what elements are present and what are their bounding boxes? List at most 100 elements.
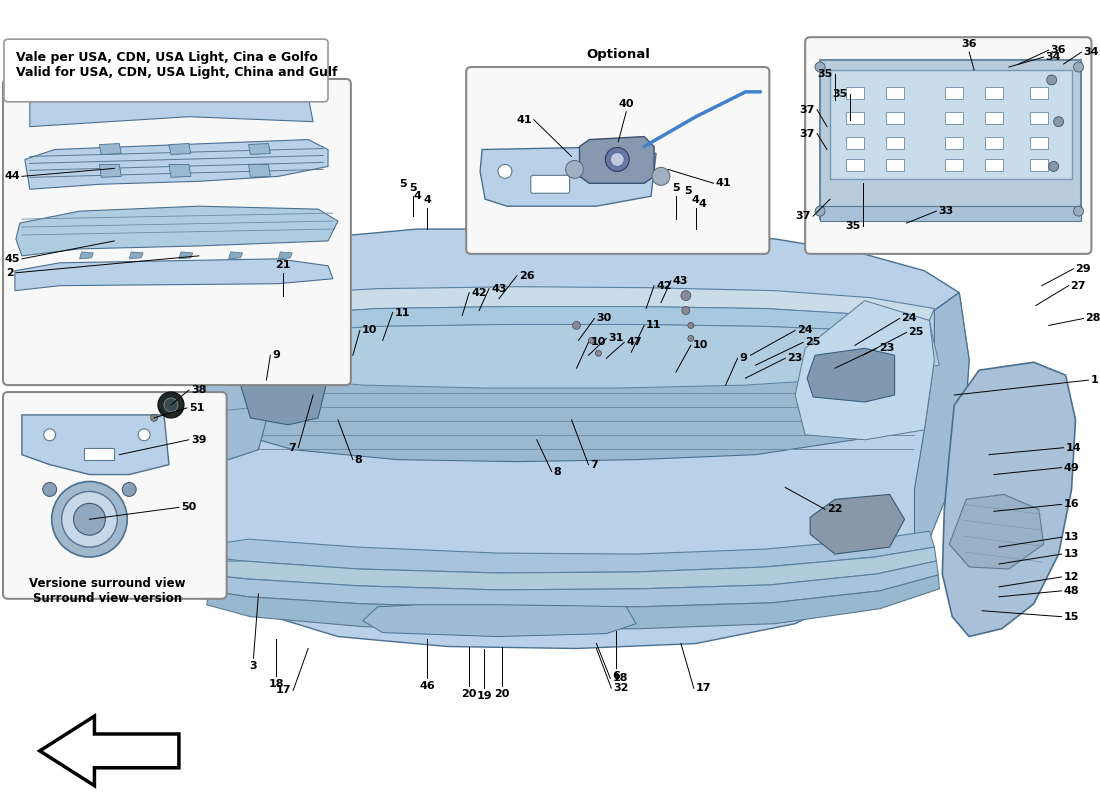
Circle shape xyxy=(610,153,624,166)
Text: 25: 25 xyxy=(805,338,821,347)
Text: 6: 6 xyxy=(613,671,620,682)
Polygon shape xyxy=(25,139,328,190)
FancyBboxPatch shape xyxy=(3,79,351,385)
Text: 43: 43 xyxy=(491,284,506,294)
Text: Optional: Optional xyxy=(586,48,650,61)
Circle shape xyxy=(572,322,581,330)
Text: 9: 9 xyxy=(273,350,280,360)
Text: 5: 5 xyxy=(672,183,680,194)
Text: 5: 5 xyxy=(399,179,406,190)
Text: 38: 38 xyxy=(190,385,206,395)
FancyBboxPatch shape xyxy=(4,39,328,102)
Circle shape xyxy=(815,206,825,216)
Circle shape xyxy=(62,491,118,547)
Polygon shape xyxy=(179,252,192,259)
Polygon shape xyxy=(169,143,190,154)
Polygon shape xyxy=(810,494,904,554)
Polygon shape xyxy=(209,229,959,318)
Polygon shape xyxy=(15,206,338,256)
Circle shape xyxy=(1074,62,1084,72)
Polygon shape xyxy=(199,89,217,99)
Bar xyxy=(886,87,903,99)
Text: 21: 21 xyxy=(275,260,292,270)
Circle shape xyxy=(299,272,307,280)
Text: 44: 44 xyxy=(4,171,20,182)
Polygon shape xyxy=(243,306,933,338)
Text: 20: 20 xyxy=(462,690,477,699)
Text: 23: 23 xyxy=(879,343,894,354)
Circle shape xyxy=(74,503,106,535)
Bar xyxy=(886,137,903,149)
Text: 40: 40 xyxy=(618,98,634,109)
Polygon shape xyxy=(236,325,939,388)
Text: 35: 35 xyxy=(833,89,848,99)
Polygon shape xyxy=(821,60,1081,219)
Text: Vale per USA, CDN, USA Light, Cina e Golfo
Valid for USA, CDN, USA Light, China : Vale per USA, CDN, USA Light, Cina e Gol… xyxy=(15,51,338,79)
Circle shape xyxy=(1074,206,1084,216)
Polygon shape xyxy=(169,165,190,178)
Circle shape xyxy=(164,398,178,412)
Text: 24: 24 xyxy=(798,326,813,335)
Text: 49: 49 xyxy=(1064,462,1079,473)
Bar xyxy=(886,112,903,124)
Polygon shape xyxy=(79,252,94,259)
Bar xyxy=(1030,112,1047,124)
Bar xyxy=(846,159,864,171)
Bar xyxy=(886,159,903,171)
Text: 8: 8 xyxy=(355,454,363,465)
Text: 41: 41 xyxy=(716,178,732,188)
Polygon shape xyxy=(40,716,179,786)
Polygon shape xyxy=(160,89,177,99)
Text: 17: 17 xyxy=(276,686,292,695)
Circle shape xyxy=(595,350,602,356)
Circle shape xyxy=(1048,162,1058,171)
Text: 4: 4 xyxy=(692,195,700,205)
Bar xyxy=(85,448,114,460)
Text: 37: 37 xyxy=(800,105,815,114)
Text: 31: 31 xyxy=(608,334,624,343)
Text: 36: 36 xyxy=(961,39,977,49)
Polygon shape xyxy=(211,531,934,573)
Text: 47: 47 xyxy=(626,338,642,347)
Text: 3: 3 xyxy=(250,662,257,671)
Text: 39: 39 xyxy=(190,434,207,445)
Bar xyxy=(945,87,964,99)
Text: 22: 22 xyxy=(827,504,843,514)
Polygon shape xyxy=(249,165,271,178)
Text: 34: 34 xyxy=(1084,47,1099,57)
Text: 11: 11 xyxy=(646,321,661,330)
Text: 34: 34 xyxy=(1046,52,1062,62)
Bar xyxy=(945,112,964,124)
Text: 32: 32 xyxy=(614,683,629,694)
Polygon shape xyxy=(209,547,936,590)
Circle shape xyxy=(498,165,512,178)
Text: 7: 7 xyxy=(591,460,598,470)
Text: 8: 8 xyxy=(553,466,561,477)
Circle shape xyxy=(44,429,56,441)
Bar xyxy=(986,137,1003,149)
Polygon shape xyxy=(914,293,969,544)
Text: 15: 15 xyxy=(1064,612,1079,622)
Polygon shape xyxy=(209,561,938,608)
Circle shape xyxy=(43,482,57,497)
Circle shape xyxy=(122,482,136,497)
Text: 23: 23 xyxy=(788,354,803,363)
Text: 33: 33 xyxy=(938,206,954,216)
Polygon shape xyxy=(943,362,1076,637)
Polygon shape xyxy=(278,252,293,259)
Polygon shape xyxy=(99,165,121,178)
Text: 18: 18 xyxy=(613,674,628,683)
Text: 11: 11 xyxy=(395,307,410,318)
Text: 37: 37 xyxy=(800,129,815,138)
Bar xyxy=(846,87,864,99)
Text: 18: 18 xyxy=(268,679,284,690)
Bar xyxy=(1030,137,1047,149)
Text: 12: 12 xyxy=(1064,572,1079,582)
FancyBboxPatch shape xyxy=(466,67,769,254)
Bar xyxy=(846,112,864,124)
Polygon shape xyxy=(239,89,256,99)
Text: 4: 4 xyxy=(698,199,706,209)
Circle shape xyxy=(52,482,128,557)
Text: 20: 20 xyxy=(494,690,509,699)
Polygon shape xyxy=(30,90,313,126)
